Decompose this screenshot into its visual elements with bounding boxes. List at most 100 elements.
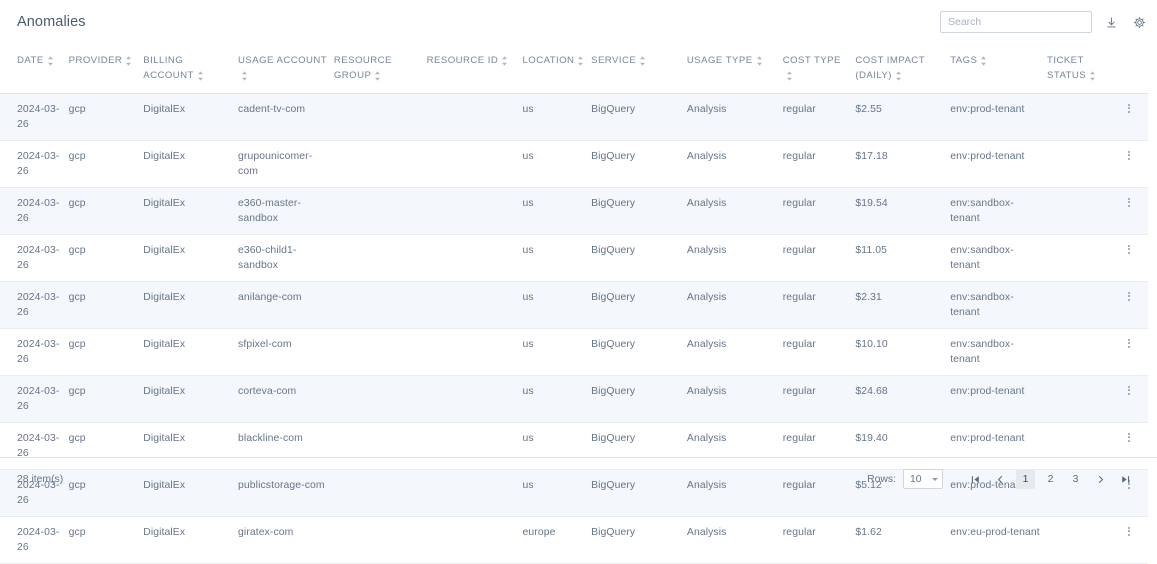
kebab-icon [1128, 149, 1131, 161]
sort-icon[interactable] [241, 71, 248, 81]
cell-billing-account: DigitalEx [143, 281, 239, 329]
cell-resource-group [333, 187, 427, 235]
sort-icon[interactable] [374, 71, 381, 81]
cell-billing-account: DigitalEx [143, 187, 239, 235]
kebab-icon [1128, 431, 1131, 443]
column-header-tags[interactable]: TAGS [950, 44, 1048, 94]
table-header-row: DATE PROVIDER BILLING ACCOUNT USAGE ACCO… [0, 44, 1148, 94]
cell-cost-impact: $2.31 [855, 281, 951, 329]
cell-provider: gcp [68, 375, 144, 423]
cell-cost-type: regular [782, 281, 856, 329]
cell-cost-impact: $19.40 [855, 422, 951, 470]
sort-icon[interactable] [125, 56, 132, 66]
cell-billing-account: DigitalEx [143, 328, 239, 376]
column-label: BILLING ACCOUNT [143, 55, 194, 81]
table-footer: 28 item(s) Rows: 10 1 2 3 [0, 457, 1157, 500]
sort-icon[interactable] [501, 56, 508, 66]
column-header-cost-type[interactable]: COST TYPE [782, 44, 856, 94]
sort-icon[interactable] [786, 71, 793, 81]
column-header-usage-type[interactable]: USAGE TYPE [686, 44, 783, 94]
column-header-resource-group[interactable]: RESOURCE GROUP [333, 44, 427, 94]
table-row[interactable]: 2024-03-26 gcp DigitalEx corteva-com us BigQu… [0, 375, 1148, 423]
cell-cost-type: regular [782, 516, 856, 564]
cell-ticket-status [1047, 187, 1118, 235]
row-actions-menu-icon[interactable] [1117, 93, 1148, 141]
cell-usage-account: e360-master-sandbox [238, 187, 334, 235]
kebab-icon [1128, 525, 1131, 537]
page-button-2[interactable]: 2 [1047, 473, 1054, 485]
column-header-cost-impact[interactable]: COST IMPACT (DAILY) [855, 44, 951, 94]
table-row[interactable]: 2024-03-26 gcp DigitalEx cadent-tv-com us Big… [0, 93, 1148, 141]
table-row[interactable]: 2024-03-26 gcp DigitalEx giratex-com europe B… [0, 516, 1148, 564]
cell-cost-type: regular [782, 328, 856, 376]
kebab-icon [1128, 102, 1131, 114]
rows-per-page-value: 10 [910, 473, 922, 485]
sort-icon[interactable] [577, 56, 584, 66]
cell-provider: gcp [68, 516, 144, 564]
row-actions-menu-icon[interactable] [1117, 281, 1148, 329]
column-header-provider[interactable]: PROVIDER [68, 44, 144, 94]
cell-resource-id [426, 140, 523, 188]
sort-icon[interactable] [895, 71, 902, 81]
cell-service: BigQuery [591, 234, 687, 282]
page-button-1[interactable]: 1 [1016, 469, 1035, 489]
cell-usage-type: Analysis [686, 140, 783, 188]
last-page-icon[interactable] [1116, 470, 1135, 489]
anomalies-page: Anomalies [0, 11, 1157, 564]
column-header-service[interactable]: SERVICE [591, 44, 687, 94]
cell-ticket-status [1047, 281, 1118, 329]
cell-ticket-status [1047, 234, 1118, 282]
rows-per-page-select[interactable]: 10 [903, 469, 943, 489]
kebab-icon [1128, 243, 1131, 255]
cell-ticket-status [1047, 93, 1118, 141]
row-actions-menu-icon[interactable] [1117, 328, 1148, 376]
page-button-3[interactable]: 3 [1072, 473, 1079, 485]
sort-icon[interactable] [47, 56, 54, 66]
column-header-date[interactable]: DATE [0, 44, 69, 94]
cell-resource-id [426, 422, 523, 470]
sort-icon[interactable] [639, 56, 646, 66]
sort-icon[interactable] [197, 71, 204, 81]
row-actions-menu-icon[interactable] [1117, 234, 1148, 282]
cell-date: 2024-03-26 [0, 516, 69, 564]
page-title: Anomalies [17, 14, 86, 30]
table-row[interactable]: 2024-03-26 gcp DigitalEx sfpixel-com us BigQu… [0, 328, 1148, 376]
row-actions-menu-icon[interactable] [1117, 375, 1148, 423]
column-header-resource-id[interactable]: RESOURCE ID [426, 44, 523, 94]
column-header-location[interactable]: LOCATION [522, 44, 592, 94]
row-actions-menu-icon[interactable] [1117, 422, 1148, 470]
row-actions-menu-icon[interactable] [1117, 187, 1148, 235]
prev-page-icon[interactable] [991, 470, 1010, 489]
column-header-billing-account[interactable]: BILLING ACCOUNT [143, 44, 239, 94]
cell-resource-id [426, 187, 523, 235]
next-page-icon[interactable] [1091, 470, 1110, 489]
column-header-usage-account[interactable]: USAGE ACCOUNT [238, 44, 334, 94]
gear-icon[interactable] [1131, 14, 1148, 31]
first-page-icon[interactable] [966, 470, 985, 489]
table-row[interactable]: 2024-03-26 gcp DigitalEx grupounicomer-com u… [0, 140, 1148, 188]
sort-icon[interactable] [756, 56, 763, 66]
sort-icon[interactable] [980, 56, 987, 66]
cell-cost-impact: $1.62 [855, 516, 951, 564]
cell-date: 2024-03-26 [0, 140, 69, 188]
table-row[interactable]: 2024-03-26 gcp DigitalEx e360-master-sandbo… [0, 187, 1148, 235]
table-row[interactable]: 2024-03-26 gcp DigitalEx anilange-com us BigQ… [0, 281, 1148, 329]
cell-tags: env:sandbox-tenant [950, 234, 1048, 282]
kebab-icon [1128, 478, 1131, 490]
cell-location: europe [522, 516, 592, 564]
cell-ticket-status [1047, 328, 1118, 376]
row-actions-menu-icon[interactable] [1117, 140, 1148, 188]
cell-usage-type: Analysis [686, 516, 783, 564]
column-header-ticket-status[interactable]: TICKET STATUS [1047, 44, 1118, 94]
row-actions-menu-icon[interactable] [1117, 516, 1148, 564]
sort-icon[interactable] [1089, 71, 1096, 81]
download-icon[interactable] [1103, 14, 1120, 31]
cell-billing-account: DigitalEx [143, 422, 239, 470]
table-row[interactable]: 2024-03-26 gcp DigitalEx blackline-com us Big… [0, 422, 1148, 470]
table-row[interactable]: 2024-03-26 gcp DigitalEx e360-child1-sandbo… [0, 234, 1148, 282]
cell-usage-type: Analysis [686, 422, 783, 470]
cell-tags: env:sandbox-tenant [950, 281, 1048, 329]
cell-resource-group [333, 93, 427, 141]
cell-location: us [522, 328, 592, 376]
search-input[interactable] [940, 11, 1092, 33]
